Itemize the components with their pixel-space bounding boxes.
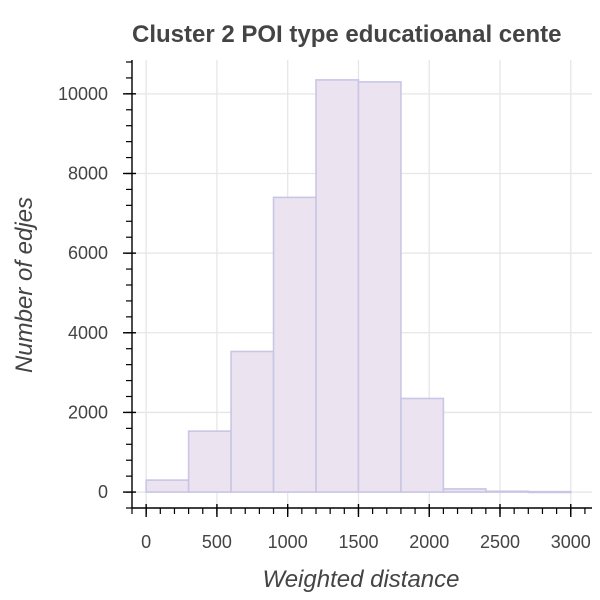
y-tick-label-5: 10000	[58, 84, 108, 104]
y-tick-label-4: 8000	[68, 163, 108, 183]
x-tick-label-1: 500	[202, 532, 232, 552]
chart-title: Cluster 2 POI type educatioanal cente	[132, 21, 561, 48]
x-tick-label-5: 2500	[480, 532, 520, 552]
x-axis-label: Weighted distance	[262, 566, 459, 593]
histogram-bar-7	[442, 488, 487, 493]
y-tick-label-2: 4000	[68, 323, 108, 343]
axis-layer: 0 500 1000 1500 2000 2500 3000 0 2000 4000 6000 800…	[58, 60, 592, 552]
x-tick-label-4: 2000	[409, 532, 449, 552]
histogram-bar-4	[315, 79, 360, 493]
y-tick-label-0: 0	[98, 482, 108, 502]
histogram-bar-9	[527, 490, 572, 494]
histogram-bar-0	[145, 479, 190, 493]
histogram-bar-8	[485, 490, 530, 493]
histogram-bar-3	[272, 196, 317, 493]
x-tick-label-0: 0	[141, 532, 151, 552]
y-tick-label-1: 2000	[68, 402, 108, 422]
histogram-bar-1	[187, 430, 232, 493]
histogram-bar-6	[400, 397, 445, 493]
histogram-bar-5	[357, 81, 402, 493]
x-tick-label-3: 1500	[338, 532, 378, 552]
y-axis-label: Number of edjes	[11, 197, 38, 373]
histogram-bar-2	[230, 350, 275, 493]
y-tick-label-3: 6000	[68, 243, 108, 263]
x-tick-label-6: 3000	[551, 532, 591, 552]
x-tick-label-2: 1000	[268, 532, 308, 552]
bars-layer	[145, 79, 572, 494]
